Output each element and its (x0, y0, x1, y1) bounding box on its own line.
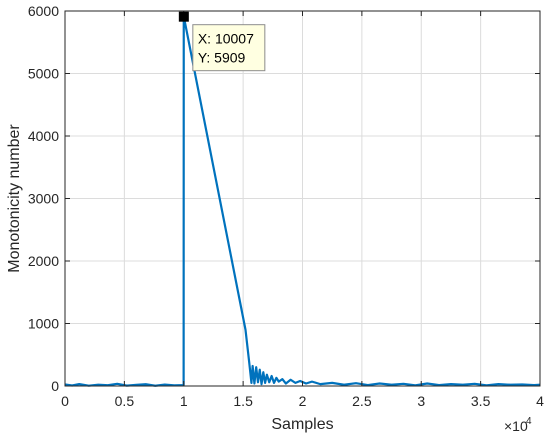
x-axis-multiplier: ×10 4 (504, 416, 532, 434)
y-axis-label: Monotonicity number (6, 124, 23, 273)
x-axis-label: Samples (271, 416, 333, 433)
y-tick-label: 6000 (28, 3, 59, 19)
grid-lines (65, 11, 540, 386)
x-tick-label: 3.5 (471, 393, 491, 409)
datatip-x-text: X: 10007 (198, 31, 254, 47)
x-tick-label: 1.5 (233, 393, 253, 409)
x-multiplier-base: ×10 (504, 418, 528, 434)
tick-marks (64, 10, 541, 387)
x-tick-label: 0.5 (115, 393, 135, 409)
x-tick-labels: 0 0.5 1 1.5 2 2.5 3 3.5 4 (61, 393, 544, 409)
y-tick-label: 3000 (28, 191, 59, 207)
x-tick-label: 1 (180, 393, 188, 409)
y-tick-label: 0 (51, 378, 59, 394)
x-tick-label: 2 (299, 393, 307, 409)
datatip-box (192, 24, 266, 72)
y-tick-labels: 0 1000 2000 3000 4000 5000 6000 (28, 3, 59, 394)
x-multiplier-exponent: 4 (526, 416, 532, 427)
y-tick-label: 4000 (28, 128, 59, 144)
y-tick-label: 2000 (28, 253, 59, 269)
data-tip[interactable]: X: 10007 Y: 5909 (178, 11, 266, 72)
datatip-y-text: Y: 5909 (198, 50, 246, 66)
datatip-marker[interactable] (178, 11, 189, 22)
x-tick-label: 0 (61, 393, 69, 409)
x-tick-label: 2.5 (352, 393, 372, 409)
y-tick-label: 1000 (28, 316, 59, 332)
x-tick-label: 4 (536, 393, 544, 409)
y-tick-label: 5000 (28, 66, 59, 82)
x-tick-label: 3 (417, 393, 425, 409)
